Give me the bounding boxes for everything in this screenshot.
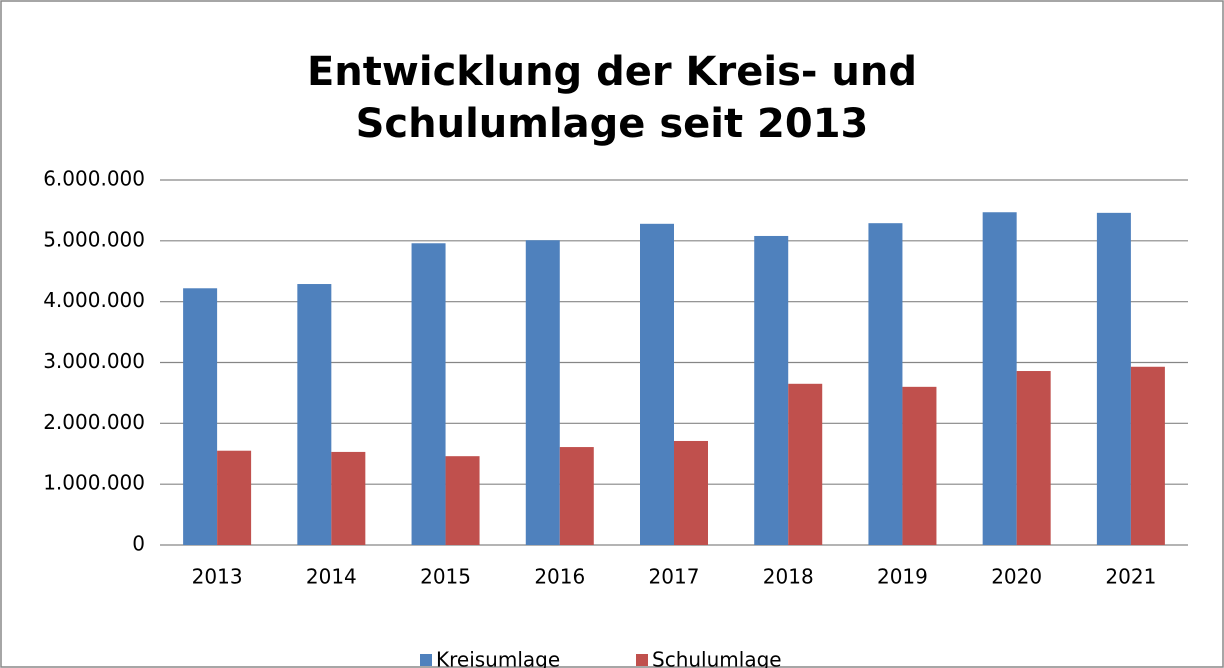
bar: [183, 288, 218, 545]
bar: [754, 235, 789, 545]
x-tick-label: 2017: [649, 565, 700, 589]
y-tick-label: 6.000.000: [43, 167, 145, 191]
x-tick-label: 2021: [1105, 565, 1156, 589]
bar: [217, 450, 252, 545]
bar: [297, 284, 332, 545]
legend-label: Schulumlage: [652, 648, 782, 668]
bar: [640, 223, 674, 546]
bar: [331, 451, 366, 545]
x-tick-label: 2014: [306, 565, 357, 589]
y-tick-label: 2.000.000: [43, 410, 145, 434]
bar: [445, 456, 480, 545]
bar: [982, 212, 1017, 545]
y-tick-label: 3.000.000: [43, 349, 145, 373]
bar: [411, 243, 446, 545]
x-tick-label: 2015: [420, 565, 471, 589]
x-tick-label: 2020: [991, 565, 1042, 589]
x-tick-label: 2016: [534, 565, 585, 589]
bar: [559, 447, 594, 545]
bar: [902, 386, 937, 545]
bar: [1130, 366, 1165, 545]
bar: [1096, 212, 1131, 545]
x-tick-label: 2019: [877, 565, 928, 589]
legend-swatch: [636, 654, 648, 666]
x-tick-label: 2013: [192, 565, 243, 589]
legend-swatch: [420, 654, 432, 666]
bar: [525, 240, 560, 545]
y-tick-label: 5.000.000: [43, 227, 145, 251]
y-tick-label: 1.000.000: [43, 471, 145, 495]
bar: [788, 383, 823, 545]
y-tick-label: 0: [132, 532, 145, 556]
chart-title: Entwicklung der Kreis- und Schulumlage s…: [306, 49, 918, 147]
y-tick-label: 4.000.000: [43, 288, 145, 312]
legend-label: Kreisumlage: [436, 648, 560, 668]
bar: [674, 440, 708, 545]
bar: [868, 223, 903, 546]
x-tick-label: 2018: [763, 565, 814, 589]
bar: [1016, 371, 1051, 545]
